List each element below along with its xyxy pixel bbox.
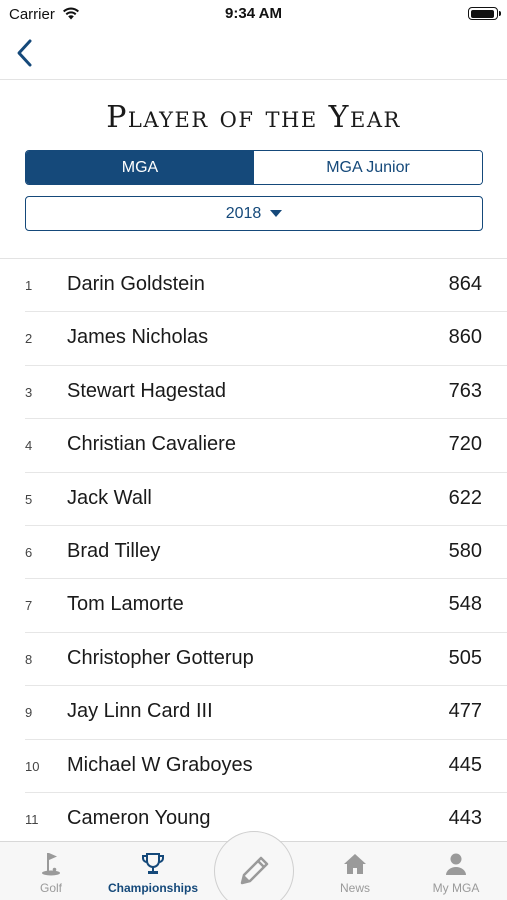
player-name: Stewart Hagestad: [67, 379, 226, 402]
navigation-bar: [0, 28, 507, 80]
player-rank: 7: [25, 598, 33, 614]
tab-championships[interactable]: Championships: [98, 842, 208, 900]
player-points: 443: [448, 806, 482, 829]
player-name: Darin Goldstein: [67, 273, 205, 295]
wifi-icon: [63, 7, 79, 20]
tab-news[interactable]: News: [322, 842, 388, 900]
player-rank: 2: [25, 331, 33, 347]
list-item[interactable]: 3 Stewart Hagestad 763: [25, 366, 507, 420]
player-rank: 4: [25, 438, 33, 454]
caret-down-icon: [270, 210, 283, 217]
list-item[interactable]: 4 Christian Cavaliere 720: [25, 419, 507, 473]
player-points: 720: [448, 433, 482, 456]
player-list: 1 Darin Goldstein 864 2 James Nicholas 8…: [0, 259, 507, 841]
segment-mga-junior[interactable]: MGA Junior: [254, 151, 482, 184]
player-rank: 3: [25, 384, 33, 400]
player-name: Jack Wall: [67, 486, 152, 509]
tab-golf-label: Golf: [39, 881, 62, 895]
tab-championships-label: Championships: [107, 881, 198, 895]
list-item[interactable]: 10 Michael W Graboyes 445: [25, 740, 507, 793]
battery-icon: [468, 7, 501, 20]
page-title: Player of the Year: [106, 100, 401, 135]
list-item[interactable]: 6 Brad Tilley 580: [25, 526, 507, 580]
player-name: Tom Lamorte: [67, 593, 184, 616]
player-points: 548: [448, 593, 482, 616]
compose-button[interactable]: [214, 831, 294, 900]
list-item[interactable]: 8 Christopher Gotterup 505: [25, 633, 507, 687]
player-rank: 1: [25, 278, 33, 293]
trophy-icon: [141, 853, 165, 874]
status-bar: Carrier 9:34 AM: [0, 0, 507, 28]
player-points: 763: [448, 379, 482, 402]
list-item[interactable]: 1 Darin Goldstein 864: [25, 259, 507, 313]
list-divider: [0, 258, 507, 259]
player-points: 580: [448, 539, 482, 562]
player-points: 445: [448, 753, 482, 776]
tab-news-label: News: [339, 881, 370, 895]
tab-golf[interactable]: Golf: [18, 842, 84, 900]
golf-flag-icon: [42, 853, 60, 876]
player-rank: 11: [25, 811, 39, 827]
pencil-icon: [240, 856, 269, 885]
list-item[interactable]: 11 Cameron Young 443: [25, 793, 507, 841]
player-name: Christopher Gotterup: [67, 646, 254, 669]
player-name: James Nicholas: [67, 326, 209, 349]
tab-my-mga-label: My MGA: [432, 881, 480, 895]
player-points: 622: [448, 486, 482, 509]
player-rank: 8: [25, 651, 33, 667]
person-icon: [446, 853, 466, 875]
player-name: Brad Tilley: [67, 539, 161, 562]
player-name: Christian Cavaliere: [67, 433, 236, 456]
player-name: Michael W Graboyes: [67, 753, 253, 776]
player-name: Cameron Young: [67, 806, 211, 829]
back-button[interactable]: [12, 38, 40, 68]
player-rank: 6: [25, 544, 33, 560]
list-item[interactable]: 7 Tom Lamorte 548: [25, 579, 507, 633]
player-name: Jay Linn Card III: [67, 700, 213, 723]
segment-mga[interactable]: MGA: [26, 151, 254, 184]
list-item[interactable]: 5 Jack Wall 622: [25, 473, 507, 526]
tab-my-mga[interactable]: My MGA: [420, 842, 492, 900]
player-rank: 10: [25, 758, 40, 774]
chevron-left-icon: [17, 39, 32, 67]
home-icon: [344, 854, 366, 874]
player-rank: 9: [25, 705, 33, 721]
carrier-label: Carrier: [9, 6, 55, 23]
year-value: 2018: [225, 204, 262, 222]
player-rank: 5: [25, 491, 33, 507]
year-dropdown[interactable]: 2018: [25, 196, 483, 231]
list-item[interactable]: 9 Jay Linn Card III 477: [25, 686, 507, 740]
player-points: 864: [448, 273, 482, 295]
league-segmented-control: MGA MGA Junior: [25, 150, 483, 185]
player-points: 860: [448, 326, 482, 349]
list-item[interactable]: 2 James Nicholas 860: [25, 312, 507, 366]
player-points: 505: [448, 646, 482, 669]
player-points: 477: [448, 700, 482, 723]
status-time: 9:34 AM: [225, 5, 282, 22]
